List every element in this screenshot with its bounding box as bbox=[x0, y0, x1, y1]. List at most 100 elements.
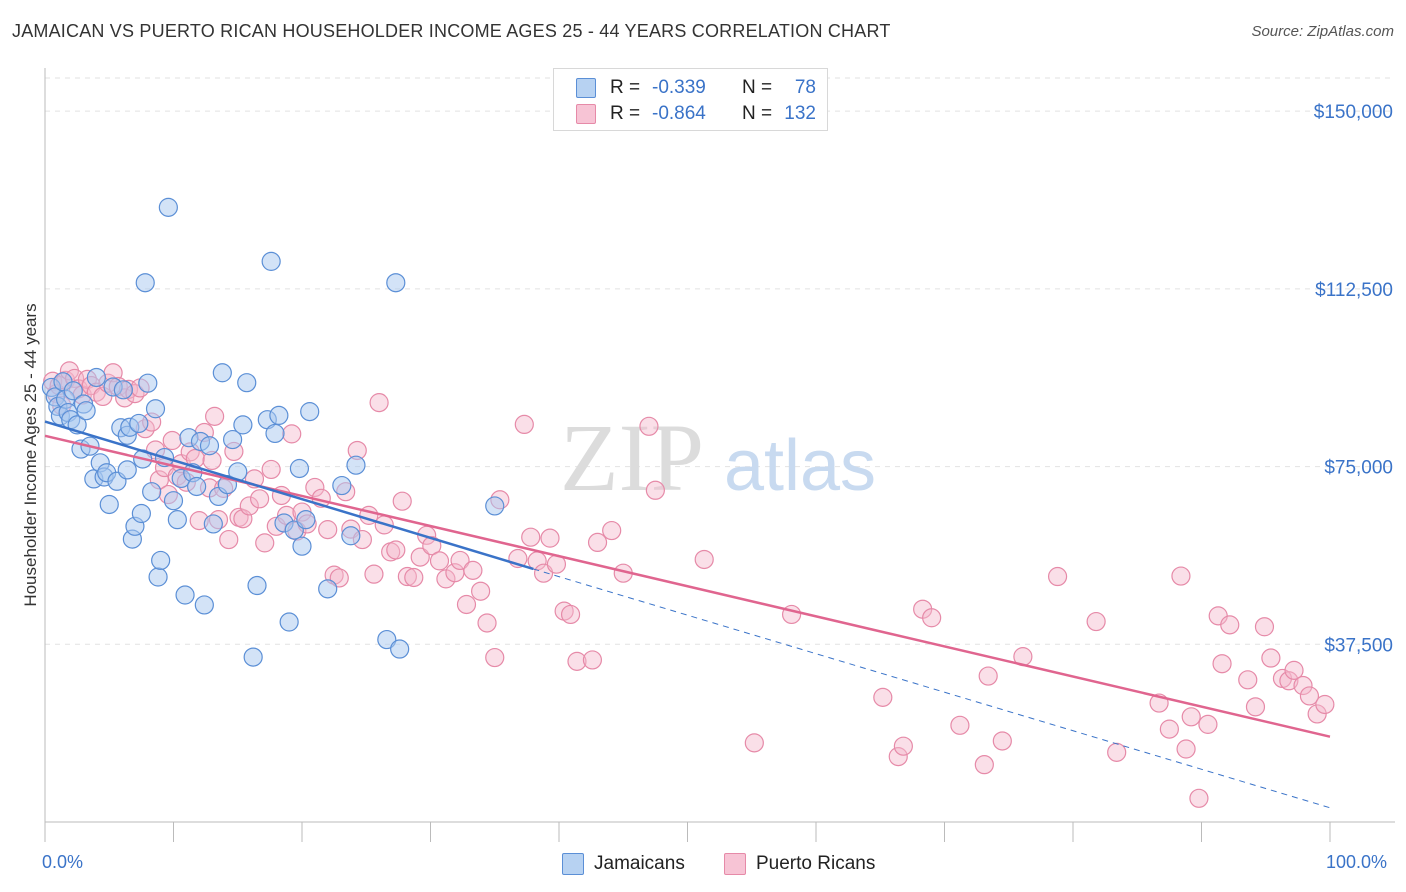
watermark-zip: ZIP bbox=[560, 404, 704, 511]
jamaican-point bbox=[223, 429, 243, 450]
puerto-rican-point bbox=[893, 736, 913, 756]
puerto-rican-point bbox=[477, 613, 497, 633]
puerto-rican-point bbox=[744, 733, 764, 753]
jamaican-point bbox=[145, 399, 166, 419]
puerto-rican-point bbox=[162, 430, 182, 451]
jamaican-point bbox=[131, 503, 151, 524]
jamaican-trend-extension bbox=[533, 568, 1331, 809]
legend-row-puerto-ricans: R = -0.864 N = 132 bbox=[576, 102, 816, 126]
puerto-rican-point bbox=[450, 550, 470, 571]
x-tick-max: 100.0% bbox=[1326, 852, 1388, 872]
puerto-rican-point bbox=[514, 414, 534, 435]
jamaican-point bbox=[247, 575, 267, 596]
y-tick-label: $75,000 bbox=[1324, 458, 1393, 479]
n-value-puerto-ricans: 132 bbox=[784, 103, 816, 124]
puerto-rican-point bbox=[261, 459, 281, 480]
stats-legend: R = -0.339 N = 78 R = -0.864 N = 132 bbox=[553, 68, 828, 131]
y-tick-label: $112,500 bbox=[1315, 280, 1393, 301]
jamaican-point bbox=[194, 595, 214, 615]
puerto-rican-point bbox=[1315, 694, 1335, 715]
jamaican-point bbox=[289, 458, 310, 479]
legend-row-jamaicans: R = -0.339 N = 78 bbox=[576, 76, 816, 100]
puerto-rican-point bbox=[1181, 707, 1201, 727]
puerto-rican-point bbox=[540, 528, 560, 548]
puerto-rican-point bbox=[1279, 671, 1299, 691]
watermark-atlas: atlas bbox=[724, 426, 876, 506]
puerto-rican-point bbox=[1293, 675, 1313, 696]
puerto-rican-point bbox=[1198, 714, 1218, 734]
puerto-rican-point bbox=[1261, 648, 1281, 668]
jamaican-point bbox=[390, 639, 410, 659]
puerto-rican-point bbox=[1245, 697, 1266, 717]
puerto-rican-point bbox=[888, 747, 908, 767]
jamaicans-swatch bbox=[576, 78, 596, 98]
jamaican-point bbox=[142, 482, 162, 502]
puerto-rican-point bbox=[1047, 566, 1068, 587]
source-label: Source: ZipAtlas.com bbox=[1251, 23, 1394, 40]
r-value-jamaicans: -0.339 bbox=[652, 77, 706, 98]
puerto-rican-point bbox=[582, 650, 603, 670]
jamaican-point bbox=[175, 585, 195, 605]
jamaican-point bbox=[233, 415, 253, 435]
puerto-rican-point bbox=[922, 608, 942, 628]
jamaican-point bbox=[377, 629, 397, 650]
axes bbox=[44, 68, 1395, 842]
puerto-rican-point bbox=[386, 540, 406, 560]
jamaicans-legend-swatch bbox=[562, 853, 584, 875]
puerto-rican-point bbox=[422, 536, 442, 556]
puerto-rican-point bbox=[429, 551, 450, 571]
puerto-rican-point bbox=[645, 480, 665, 500]
puerto-rican-point bbox=[1086, 611, 1106, 632]
puerto-rican-point bbox=[521, 527, 541, 547]
puerto-rican-point bbox=[950, 715, 970, 735]
puerto-rican-point bbox=[1189, 788, 1209, 808]
jamaican-point bbox=[167, 510, 187, 530]
watermark: ZIP atlas bbox=[560, 404, 876, 511]
puerto-rican-point bbox=[392, 491, 412, 511]
n-label: N = bbox=[742, 77, 773, 98]
jamaican-point bbox=[187, 476, 207, 497]
puerto-rican-point bbox=[602, 520, 622, 541]
jamaican-point bbox=[243, 647, 263, 667]
jamaican-point bbox=[341, 526, 361, 546]
chart-title: JAMAICAN VS PUERTO RICAN HOUSEHOLDER INC… bbox=[12, 21, 891, 41]
jamaican-point bbox=[386, 273, 406, 293]
jamaican-point bbox=[300, 402, 320, 422]
jamaican-point bbox=[163, 491, 184, 511]
jamaican-point bbox=[76, 401, 96, 421]
puerto-rican-point bbox=[205, 406, 225, 426]
jamaican-point bbox=[117, 460, 137, 480]
jamaican-point bbox=[318, 579, 338, 599]
jamaican-point bbox=[138, 373, 158, 393]
puerto-rican-point bbox=[1254, 617, 1275, 637]
bottom-legend-jamaicans: Jamaicans bbox=[562, 852, 685, 876]
puerto-rican-point bbox=[255, 533, 275, 553]
n-label: N = bbox=[742, 103, 773, 124]
jamaican-point bbox=[292, 536, 312, 556]
jamaican-point bbox=[485, 496, 505, 516]
jamaican-trend-line bbox=[44, 420, 534, 571]
puerto-rican-point bbox=[1212, 654, 1232, 674]
puerto-rican-point bbox=[587, 532, 608, 553]
puerto-rican-point bbox=[471, 581, 491, 601]
jamaican-point bbox=[346, 455, 366, 475]
x-tick-min: 0.0% bbox=[42, 852, 84, 872]
puerto-rican-point bbox=[397, 566, 417, 587]
gridlines bbox=[45, 77, 1395, 645]
jamaican-point bbox=[199, 436, 220, 456]
r-value-puerto-ricans: -0.864 bbox=[652, 103, 706, 124]
jamaican-point bbox=[265, 423, 285, 444]
puerto-rican-point bbox=[560, 604, 581, 625]
puerto-rican-point bbox=[463, 560, 483, 580]
r-label: R = bbox=[610, 77, 641, 98]
y-tick-label: $150,000 bbox=[1314, 102, 1393, 123]
puerto-rican-point bbox=[249, 489, 270, 509]
n-value-jamaicans: 78 bbox=[794, 77, 816, 98]
puerto-rican-point bbox=[1238, 670, 1258, 690]
puerto-rican-point bbox=[456, 594, 477, 615]
puerto-rican-point bbox=[639, 416, 659, 436]
puerto-rican-point bbox=[1284, 660, 1304, 680]
jamaican-point bbox=[135, 273, 155, 293]
jamaican-point bbox=[99, 494, 119, 515]
